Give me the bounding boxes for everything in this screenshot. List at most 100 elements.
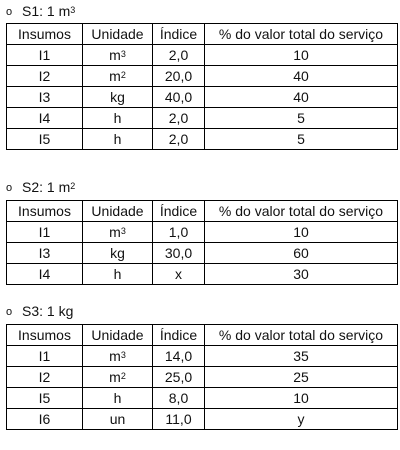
section-title-exponent: 3 — [70, 5, 76, 15]
cell-percent: 10 — [204, 387, 398, 409]
unit-text: m — [109, 47, 121, 63]
cell-insumo: I6 — [6, 408, 83, 430]
cell-unidade: m2 — [82, 65, 153, 87]
bullet: o — [6, 182, 13, 194]
column-header-insumos: Insumos — [6, 324, 83, 346]
cell-indice: x — [152, 263, 205, 285]
unit-text: kg — [110, 89, 125, 105]
section-title-exponent: 2 — [70, 181, 76, 191]
section-title-text: S2: 1 m — [22, 179, 71, 195]
cell-unidade: kg — [82, 86, 153, 108]
section-title: S3: 1 kg — [22, 303, 73, 319]
cell-insumo: I2 — [6, 65, 83, 87]
column-header-percent: % do valor total do serviço — [204, 200, 398, 222]
cell-percent: 10 — [204, 44, 398, 66]
cell-percent: 40 — [204, 86, 398, 108]
cell-indice: 2,0 — [152, 107, 205, 129]
bullet: o — [6, 306, 13, 318]
unit-exponent: 2 — [120, 371, 126, 381]
bullet: o — [6, 6, 13, 18]
cell-unidade: h — [82, 387, 153, 409]
table-row: I5 h 2,0 5 — [6, 128, 398, 150]
table-s1: Insumos Unidade Índice % do valor total … — [6, 23, 398, 150]
cell-unidade: h — [82, 128, 153, 150]
column-header-unidade: Unidade — [82, 23, 153, 45]
cell-insumo: I3 — [6, 86, 83, 108]
unit-exponent: 3 — [120, 350, 126, 360]
table-s2: Insumos Unidade Índice % do valor total … — [6, 200, 398, 285]
cell-unidade: m2 — [82, 366, 153, 388]
cell-percent: 10 — [204, 221, 398, 243]
unit-exponent: 3 — [120, 226, 126, 236]
cell-insumo: I4 — [6, 107, 83, 129]
unit-text: un — [109, 411, 126, 427]
cell-percent: 25 — [204, 366, 398, 388]
cell-indice: 1,0 — [152, 221, 205, 243]
column-header-unidade: Unidade — [82, 324, 153, 346]
cell-indice: 40,0 — [152, 86, 205, 108]
column-header-insumos: Insumos — [6, 23, 83, 45]
column-header-indice: Índice — [152, 200, 205, 222]
table-row: I4 h 2,0 5 — [6, 107, 398, 129]
section-title-text: S3: 1 kg — [22, 303, 74, 319]
cell-indice: 2,0 — [152, 44, 205, 66]
cell-unidade: h — [82, 263, 153, 285]
table-row: I2 m2 25,0 25 — [6, 366, 398, 388]
unit-exponent: 3 — [120, 49, 126, 59]
cell-insumo: I2 — [6, 366, 83, 388]
table-row: I5 h 8,0 10 — [6, 387, 398, 409]
cell-unidade: h — [82, 107, 153, 129]
unit-text: m — [109, 348, 121, 364]
cell-insumo: I5 — [6, 128, 83, 150]
table-header-row: Insumos Unidade Índice % do valor total … — [6, 200, 398, 222]
section-header-s3: o S3: 1 kg — [6, 302, 73, 320]
cell-unidade: m3 — [82, 345, 153, 367]
table-header-row: Insumos Unidade Índice % do valor total … — [6, 324, 398, 346]
cell-percent: 35 — [204, 345, 398, 367]
unit-exponent: 2 — [120, 70, 126, 80]
cell-unidade: kg — [82, 242, 153, 264]
section-header-s2: o S2: 1 m2 — [6, 178, 75, 196]
cell-insumo: I1 — [6, 221, 83, 243]
section-header-s1: o S1: 1 m3 — [6, 2, 75, 20]
cell-insumo: I5 — [6, 387, 83, 409]
cell-insumo: I3 — [6, 242, 83, 264]
column-header-insumos: Insumos — [6, 200, 83, 222]
unit-text: m — [109, 369, 121, 385]
cell-percent: 5 — [204, 128, 398, 150]
table-row: I1 m3 14,0 35 — [6, 345, 398, 367]
cell-percent: 60 — [204, 242, 398, 264]
column-header-indice: Índice — [152, 23, 205, 45]
unit-text: kg — [110, 245, 125, 261]
cell-indice: 25,0 — [152, 366, 205, 388]
unit-text: h — [113, 266, 122, 282]
section-title: S2: 1 m2 — [22, 179, 75, 195]
unit-text: h — [113, 131, 122, 147]
cell-unidade: m3 — [82, 44, 153, 66]
table-row: I3 kg 30,0 60 — [6, 242, 398, 264]
section-title: S1: 1 m3 — [22, 3, 75, 19]
cell-percent: y — [204, 408, 398, 430]
unit-text: h — [113, 390, 122, 406]
table-row: I4 h x 30 — [6, 263, 398, 285]
cell-indice: 2,0 — [152, 128, 205, 150]
cell-percent: 40 — [204, 65, 398, 87]
table-row: I2 m2 20,0 40 — [6, 65, 398, 87]
table-row: I6 un 11,0 y — [6, 408, 398, 430]
cell-indice: 8,0 — [152, 387, 205, 409]
table-s3: Insumos Unidade Índice % do valor total … — [6, 324, 398, 430]
cell-percent: 30 — [204, 263, 398, 285]
unit-text: h — [113, 110, 122, 126]
cell-indice: 20,0 — [152, 65, 205, 87]
column-header-unidade: Unidade — [82, 200, 153, 222]
section-title-text: S1: 1 m — [22, 3, 71, 19]
table-header-row: Insumos Unidade Índice % do valor total … — [6, 23, 398, 45]
cell-percent: 5 — [204, 107, 398, 129]
cell-indice: 11,0 — [152, 408, 205, 430]
column-header-percent: % do valor total do serviço — [204, 324, 398, 346]
cell-insumo: I4 — [6, 263, 83, 285]
unit-text: m — [109, 224, 121, 240]
cell-insumo: I1 — [6, 44, 83, 66]
cell-unidade: m3 — [82, 221, 153, 243]
table-row: I3 kg 40,0 40 — [6, 86, 398, 108]
